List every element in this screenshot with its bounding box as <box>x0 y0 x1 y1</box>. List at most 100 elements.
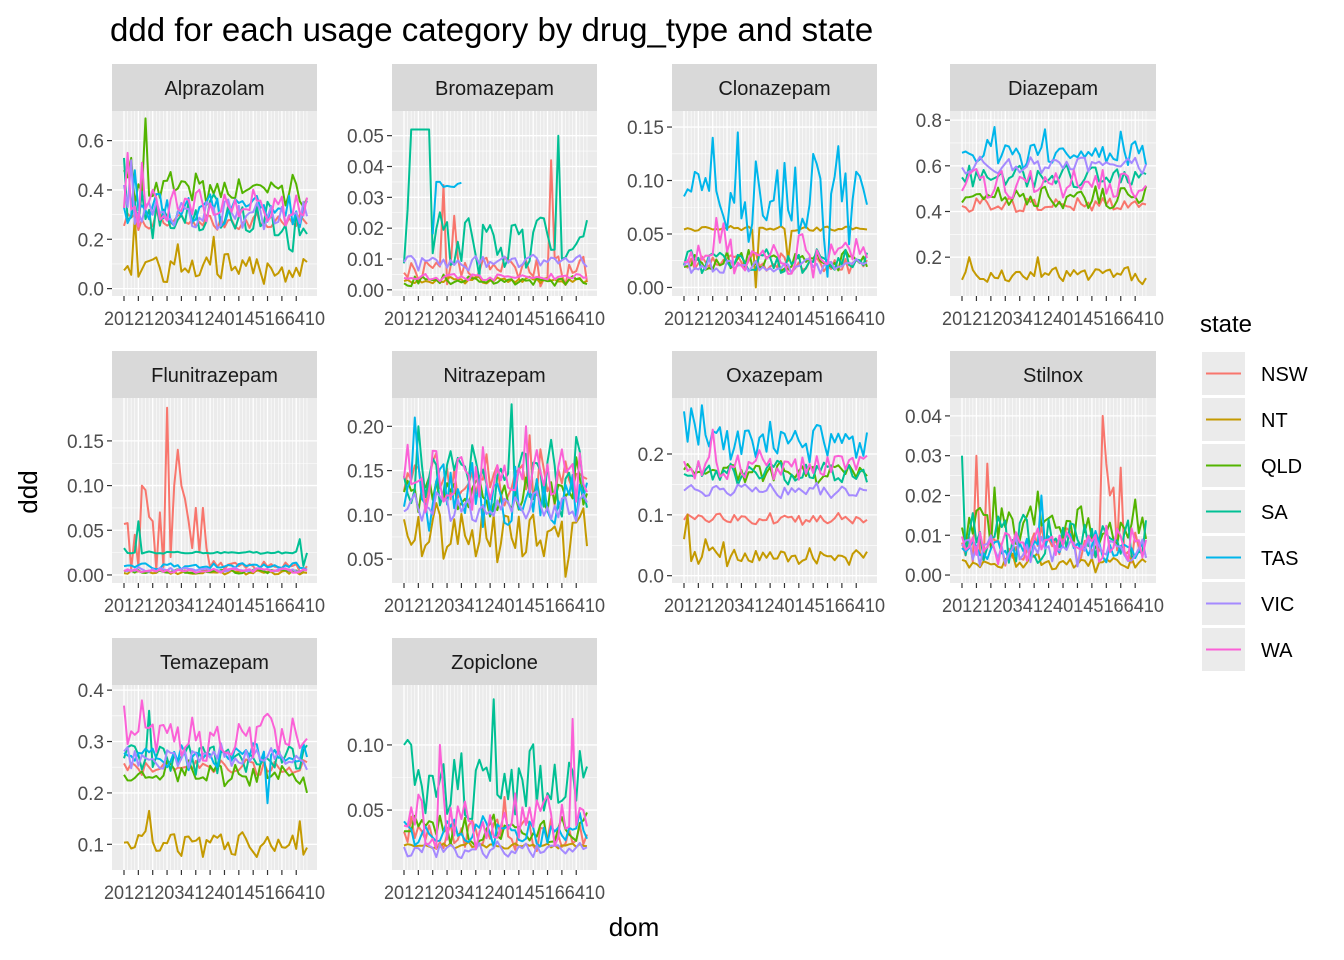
y-tick-label: 0.2 <box>78 784 104 805</box>
y-tick-label: 0.05 <box>347 550 384 571</box>
panel-background <box>392 111 597 296</box>
series-line-tas <box>403 812 588 848</box>
facet-strip <box>392 638 597 685</box>
y-axis-title: ddd <box>13 470 43 513</box>
y-tick-label: 0.6 <box>916 157 942 178</box>
y-tick-label: 0.4 <box>78 181 105 202</box>
series-line-nt <box>123 809 308 858</box>
facet-strip <box>950 351 1156 398</box>
y-tick-label: 0.15 <box>347 462 384 483</box>
y-tick-label: 0.05 <box>347 801 384 822</box>
series-line-sa <box>403 128 588 278</box>
series-line-sa <box>403 698 588 820</box>
y-tick-label: 0.2 <box>638 445 664 466</box>
series-line-nsw <box>683 512 868 526</box>
y-tick-label: 0.02 <box>347 219 384 240</box>
series-line-wa <box>683 428 868 481</box>
facet-stilnox: Stilnox 0.00 0.01 0.02 0.03 0.04 2012120341240… <box>905 351 1164 617</box>
panel-background <box>112 398 317 583</box>
x-tick-labels: 2012120341240145166410 <box>384 883 605 904</box>
y-tick-label: 0.03 <box>347 188 384 209</box>
legend: state NSW NT QLD SA TAS VIC WA <box>1200 311 1308 671</box>
legend-item-tas: TAS <box>1202 536 1298 579</box>
legend-item-sa: SA <box>1202 490 1288 533</box>
facet-strip <box>392 351 597 398</box>
facet-strip <box>392 64 597 111</box>
series-line-wa <box>403 425 588 514</box>
series-line-nt <box>123 216 308 285</box>
series-line-sa <box>683 248 868 274</box>
facet-strip <box>112 351 317 398</box>
facet-strip <box>672 351 877 398</box>
series-line-wa <box>123 567 308 574</box>
y-tick-label: 0.2 <box>916 248 942 269</box>
series-line-tas <box>431 180 462 235</box>
legend-title: state <box>1200 311 1252 338</box>
legend-label: NT <box>1261 410 1288 432</box>
y-tick-label: 0.05 <box>627 225 664 246</box>
facet-diazepam: Diazepam 0.2 0.4 0.6 0.8 20121203412401451664… <box>916 64 1164 330</box>
legend-label: SA <box>1261 502 1288 524</box>
y-tick-label: 0.01 <box>905 526 942 547</box>
facet-panels: Alprazolam 0.0 0.2 0.4 0.6 201212034124014516… <box>67 64 1164 904</box>
x-tick-labels: 2012120341240145166410 <box>942 309 1164 330</box>
facet-strip-label: Alprazolam <box>164 78 264 100</box>
series-line-wa <box>403 717 588 850</box>
legend-label: NSW <box>1261 364 1308 386</box>
series-line-nt <box>961 256 1147 286</box>
series-line-qld <box>403 812 588 848</box>
series-line-vic <box>123 742 308 771</box>
y-tick-label: 0.15 <box>627 118 664 139</box>
series-line-wa <box>683 216 868 279</box>
y-tick-label: 0.01 <box>347 250 384 271</box>
facet-strip <box>112 638 317 685</box>
legend-item-qld: QLD <box>1202 444 1302 487</box>
facet-flunitrazepam: Flunitrazepam 0.00 0.05 0.10 0.15 20121203412… <box>67 351 325 617</box>
facet-strip-label: Clonazepam <box>718 78 830 100</box>
facet-clonazepam: Clonazepam 0.00 0.05 0.10 0.15 20121203412401… <box>627 64 885 330</box>
series-line-sa <box>123 157 308 253</box>
y-tick-label: 0.00 <box>67 566 104 587</box>
series-line-qld <box>403 273 588 288</box>
series-line-sa <box>123 520 308 567</box>
facet-alprazolam: Alprazolam 0.0 0.2 0.4 0.6 201212034124014516… <box>78 64 325 330</box>
y-tick-label: 0.10 <box>67 477 104 498</box>
y-tick-label: 0.10 <box>627 172 664 193</box>
series-line-nt <box>961 551 1147 574</box>
series-line-qld <box>961 185 1147 210</box>
y-tick-label: 0.00 <box>627 278 664 299</box>
y-tick-label: 0.02 <box>905 486 942 507</box>
facet-nitrazepam: Nitrazepam 0.05 0.10 0.15 0.20 20121203412401… <box>347 351 605 617</box>
y-tick-label: 0.10 <box>347 736 384 757</box>
facet-strip-label: Stilnox <box>1023 365 1083 387</box>
series-line-vic <box>123 159 308 231</box>
series-line-qld <box>123 117 308 208</box>
series-line-nsw <box>123 758 308 776</box>
legend-item-wa: WA <box>1202 628 1293 671</box>
y-tick-label: 0.3 <box>78 733 104 754</box>
legend-item-vic: VIC <box>1202 582 1294 625</box>
series-line-wa <box>961 168 1147 200</box>
series-line-vic <box>403 840 588 860</box>
series-line-nt <box>123 568 308 576</box>
y-tick-label: 0.0 <box>78 280 104 301</box>
series-line-vic <box>683 256 868 275</box>
legend-label: VIC <box>1261 594 1294 616</box>
y-tick-label: 0.15 <box>67 432 104 453</box>
series-line-tas <box>961 126 1147 171</box>
facet-strip-label: Zopiclone <box>451 652 538 674</box>
x-tick-labels: 2012120341240145166410 <box>104 309 325 330</box>
y-tick-label: 0.4 <box>916 202 943 223</box>
y-tick-label: 0.8 <box>916 111 942 132</box>
y-tick-label: 0.2 <box>78 230 104 251</box>
legend-item-nsw: NSW <box>1202 352 1308 395</box>
series-line-wa <box>123 151 308 228</box>
legend-label: QLD <box>1261 456 1302 478</box>
x-tick-labels: 2012120341240145166410 <box>104 883 325 904</box>
y-tick-label: 0.4 <box>78 681 105 702</box>
y-tick-label: 0.05 <box>347 127 384 148</box>
y-tick-label: 0.0 <box>638 567 664 588</box>
legend-label: TAS <box>1261 548 1298 570</box>
legend-label: WA <box>1261 640 1293 662</box>
facet-strip-label: Diazepam <box>1008 78 1098 100</box>
